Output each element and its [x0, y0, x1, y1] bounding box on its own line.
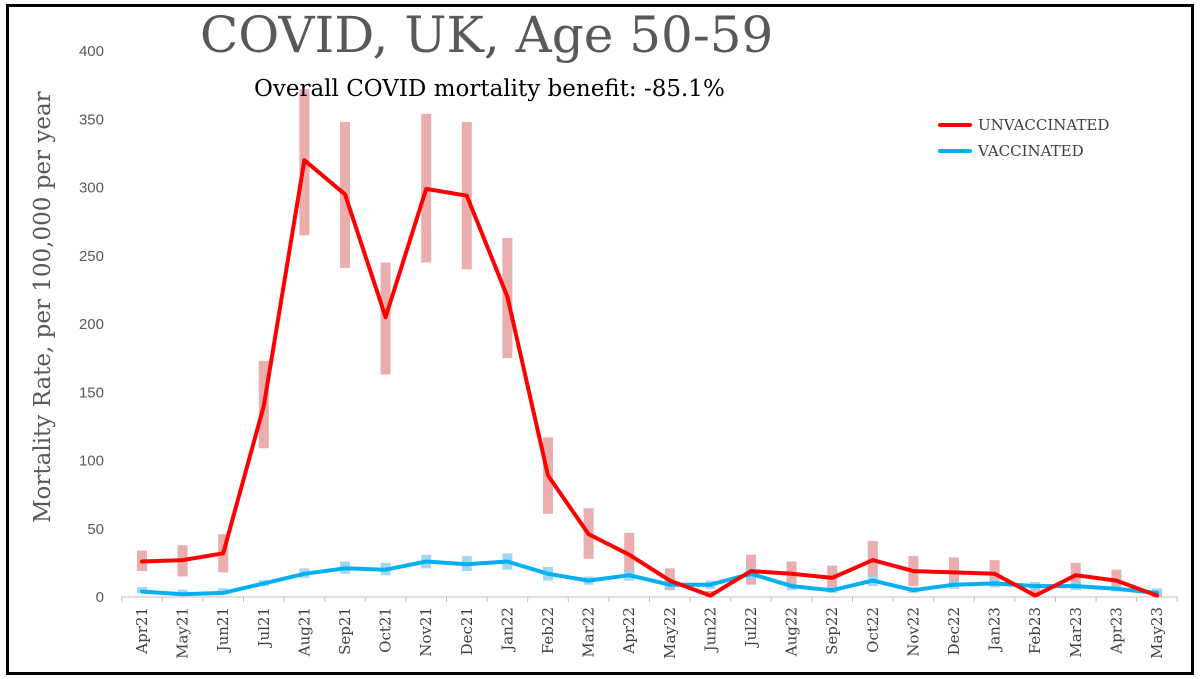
series-line-unvaccinated	[140, 158, 1159, 598]
x-tick-label: Jul22	[742, 607, 760, 649]
series-lines	[140, 158, 1159, 598]
x-tick-label: Sep22	[823, 607, 841, 655]
legend-label-unvaccinated: UNVACCINATED	[978, 116, 1110, 134]
x-tick-label: Jul21	[255, 607, 273, 649]
legend-swatch-unvaccinated	[938, 123, 972, 127]
x-tick-label: Nov21	[417, 607, 435, 657]
x-tick-label: Jan23	[986, 607, 1004, 653]
x-tick-label: Mar23	[1067, 607, 1085, 658]
x-tick-label: Oct22	[864, 607, 882, 653]
x-tick-label: Jan22	[498, 607, 516, 653]
y-tick-label: 0	[96, 589, 104, 606]
x-tick-label: Jun22	[701, 607, 719, 653]
legend-item-unvaccinated: UNVACCINATED	[938, 112, 1109, 138]
x-tick-label: Aug21	[295, 607, 313, 657]
axes	[121, 596, 1178, 602]
x-tick-label: Apr23	[1107, 607, 1125, 655]
x-tick-label: Feb23	[1026, 607, 1044, 654]
y-tick-label: 300	[79, 180, 104, 197]
x-tick-label: May21	[174, 607, 192, 659]
x-tick-label: Sep21	[336, 607, 354, 655]
x-tick-label: Aug22	[783, 607, 801, 657]
x-tick-label: Apr22	[620, 607, 638, 655]
y-tick-label: 150	[79, 384, 104, 401]
series-line-vaccinated	[140, 559, 1159, 597]
y-tick-label: 400	[79, 43, 104, 60]
y-tick-label: 200	[79, 316, 104, 333]
x-tick-label: Nov22	[904, 607, 922, 657]
x-tick-label: May23	[1148, 607, 1166, 659]
chart-title: COVID, UK, Age 50-59	[200, 6, 774, 64]
y-tick-label: 50	[87, 521, 104, 538]
x-tick-label: Feb22	[539, 607, 557, 654]
x-tick-label: Mar22	[580, 607, 598, 658]
legend-item-vaccinated: VACCINATED	[938, 138, 1109, 164]
x-tick-label: Dec21	[458, 607, 476, 655]
y-axis-label: Mortality Rate, per 100,000 per year	[30, 91, 56, 523]
x-tick-label: Jun21	[214, 607, 232, 653]
x-tick-label: Dec22	[945, 607, 963, 655]
error-bars	[137, 89, 1162, 597]
legend: UNVACCINATED VACCINATED	[938, 112, 1109, 164]
chart-subtitle: Overall COVID mortality benefit: -85.1%	[254, 76, 725, 102]
x-tick-label: Oct21	[377, 607, 395, 653]
legend-swatch-vaccinated	[938, 149, 972, 153]
x-tick-label: May22	[661, 607, 679, 659]
x-tick-label: Apr21	[133, 607, 151, 655]
tick-labels: 0 50 100 150 200 250 300 350 400 Apr21 May21 Jun21 J…	[79, 43, 1166, 659]
y-tick-label: 350	[79, 111, 104, 128]
y-tick-label: 250	[79, 248, 104, 265]
legend-label-vaccinated: VACCINATED	[978, 142, 1084, 160]
y-tick-label: 100	[79, 453, 104, 470]
